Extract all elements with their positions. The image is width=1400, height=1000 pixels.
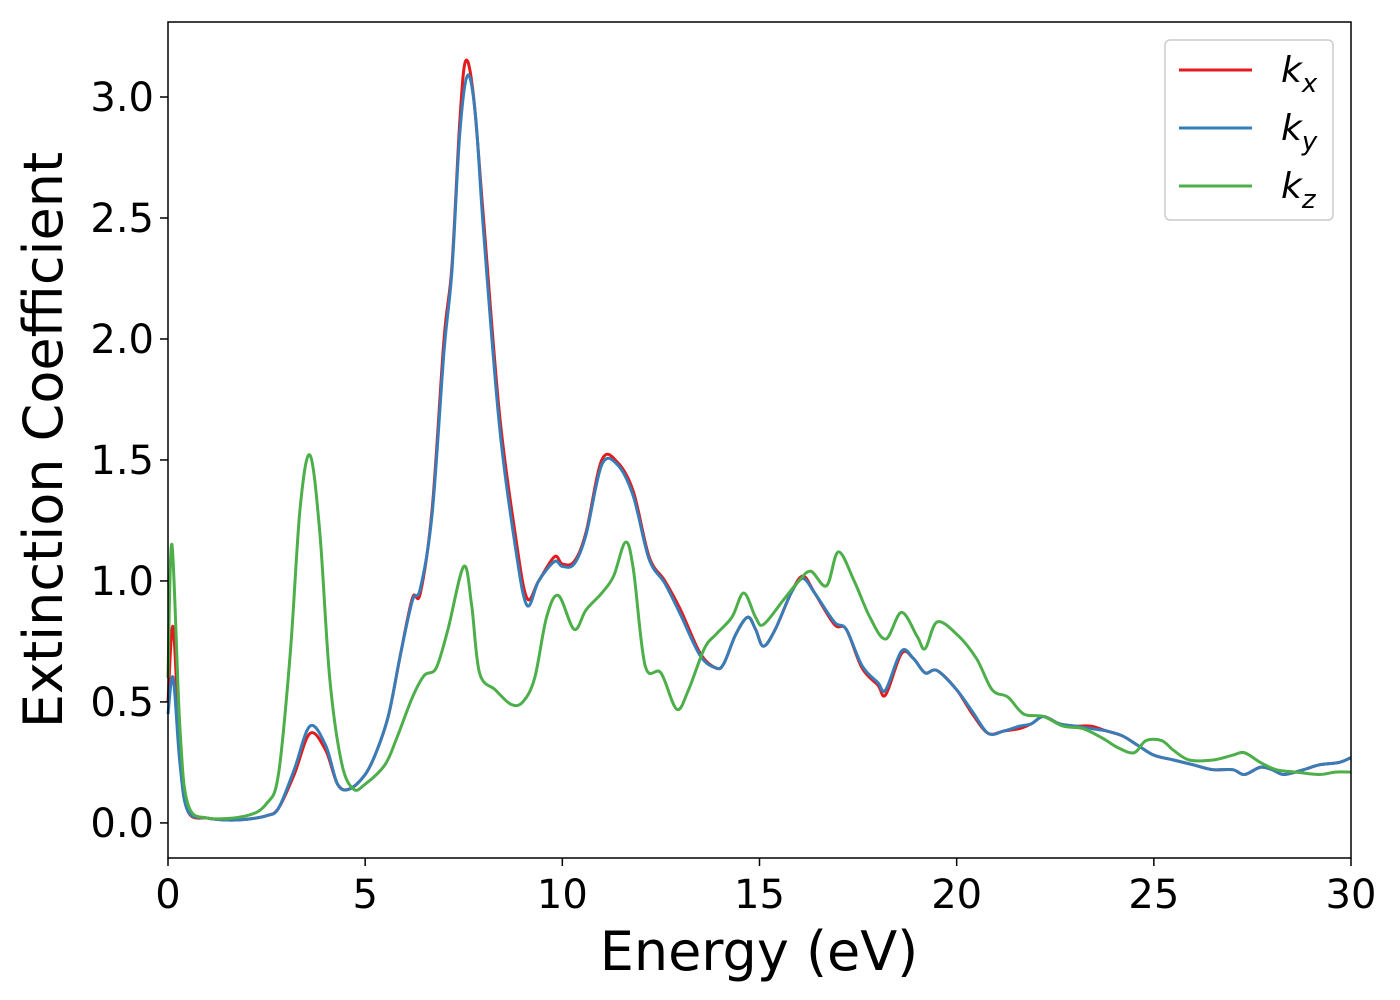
x-tick-label: 30 (1326, 872, 1377, 918)
y-tick-label: 2.5 (90, 196, 154, 242)
y-tick-label: 1.5 (90, 438, 154, 484)
legend-label-x: kx (1281, 50, 1318, 99)
legend: kx ky kz (1164, 39, 1334, 221)
x-tick-label: 20 (931, 872, 982, 918)
y-tick-label: 3.0 (90, 75, 154, 121)
series-line-y (166, 73, 1352, 822)
x-axis-label: Energy (eV) (600, 920, 919, 983)
y-axis-label: Extinction Coefficient (12, 152, 75, 728)
series-line-z (166, 453, 1352, 821)
y-tick-label: 0.0 (90, 801, 154, 847)
x-tick-label: 0 (155, 872, 180, 918)
y-axis-ticks: 0.0 0.5 1.0 1.5 2.0 2.5 3.0 (90, 75, 168, 847)
y-tick-label: 1.0 (90, 559, 154, 605)
x-tick-label: 5 (352, 872, 377, 918)
x-tick-label: 25 (1128, 872, 1179, 918)
y-tick-label: 0.5 (90, 680, 154, 726)
plot-lines (166, 58, 1352, 822)
x-tick-label: 10 (537, 872, 588, 918)
x-tick-label: 15 (734, 872, 785, 918)
x-axis-ticks: 0 5 10 15 20 25 30 (155, 858, 1376, 918)
legend-frame (1164, 39, 1334, 221)
y-tick-label: 2.0 (90, 317, 154, 363)
legend-label-z: kz (1281, 166, 1317, 215)
legend-label-y: ky (1281, 108, 1318, 157)
